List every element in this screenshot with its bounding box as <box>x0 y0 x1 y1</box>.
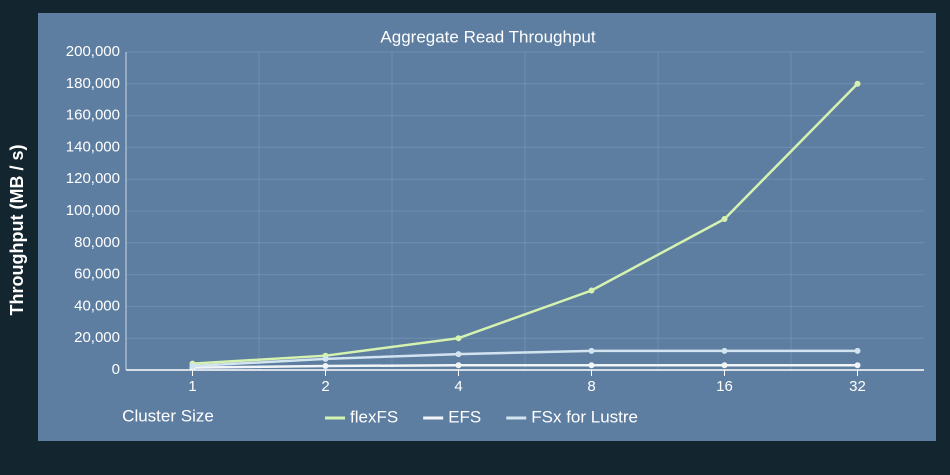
point <box>322 355 329 362</box>
point <box>721 362 728 369</box>
point <box>322 363 329 370</box>
x-tick-label: 4 <box>454 378 462 395</box>
point <box>455 335 462 342</box>
y-tick-label: 120,000 <box>66 170 120 187</box>
point <box>588 287 595 294</box>
point <box>189 363 196 370</box>
x-tick-label: 1 <box>188 378 196 395</box>
x-tick-label: 8 <box>587 378 595 395</box>
y-tick-label: 180,000 <box>66 75 120 92</box>
series-line <box>192 349 858 368</box>
panel <box>38 13 936 441</box>
legend-label: EFS <box>448 407 481 426</box>
y-tick-label: 80,000 <box>74 234 120 251</box>
y-axis-label: Throughput (MB / s) <box>7 145 27 316</box>
x-tick-label: 2 <box>321 378 329 395</box>
point <box>588 362 595 369</box>
series-line <box>192 82 859 365</box>
legend-label: FSx for Lustre <box>531 407 638 426</box>
y-tick-label: 140,000 <box>66 138 120 155</box>
point <box>854 347 861 354</box>
y-tick-label: 160,000 <box>66 107 120 124</box>
y-tick-label: 60,000 <box>74 266 120 283</box>
point <box>721 215 728 222</box>
y-tick-label: 0 <box>112 361 120 378</box>
chart-title: Aggregate Read Throughput <box>380 27 595 46</box>
point <box>455 351 462 358</box>
x-tick-label: 16 <box>716 378 733 395</box>
y-tick-label: 200,000 <box>66 43 120 60</box>
y-tick-label: 20,000 <box>74 329 120 346</box>
series-line <box>192 363 858 369</box>
point <box>455 362 462 369</box>
y-tick-label: 40,000 <box>74 297 120 314</box>
legend-label: flexFS <box>350 407 398 426</box>
point <box>854 362 861 369</box>
point <box>721 347 728 354</box>
point <box>854 80 861 87</box>
point <box>588 347 595 354</box>
x-axis-label: Cluster Size <box>122 406 214 425</box>
x-tick-label: 32 <box>849 378 866 395</box>
y-tick-label: 100,000 <box>66 202 120 219</box>
